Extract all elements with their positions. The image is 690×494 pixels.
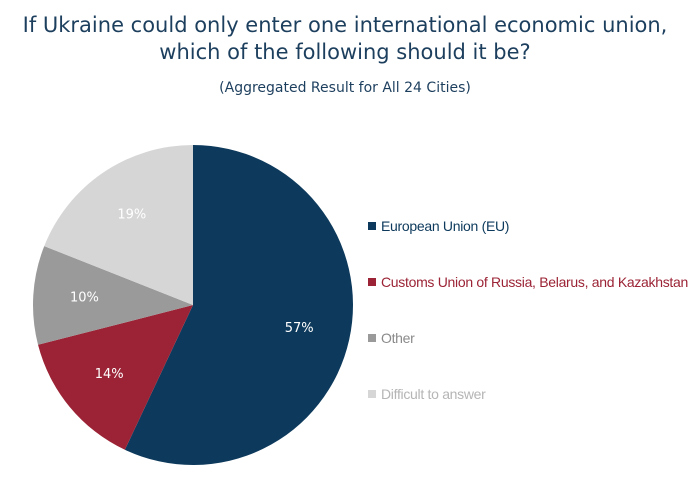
pie-slice-3	[44, 145, 193, 305]
slice-label-0: 57%	[285, 321, 314, 336]
legend-label-3: Difficult to answer	[381, 386, 486, 402]
chart-title-line-2: which of the following should it be?	[159, 40, 531, 64]
legend-label-2: Other	[381, 330, 415, 346]
slice-label-2: 10%	[70, 291, 99, 306]
slice-label-1: 14%	[95, 367, 124, 382]
pie-slice-1	[38, 305, 193, 450]
legend-label-0: European Union (EU)	[381, 218, 510, 234]
legend-item-1: Customs Union of Russia, Belarus, and Ka…	[368, 272, 690, 292]
chart-title-line-1: If Ukraine could only enter one internat…	[22, 13, 668, 37]
legend-swatch-2	[368, 334, 376, 342]
chart-subtitle: (Aggregated Result for All 24 Cities)	[219, 80, 471, 96]
legend-swatch-1	[368, 278, 376, 286]
legend-item-2: Other	[368, 328, 690, 348]
pie-slice-2	[32, 246, 194, 345]
legend-item-3: Difficult to answer	[368, 384, 690, 404]
slice-label-3: 19%	[117, 208, 146, 223]
legend-item-0: European Union (EU)	[368, 216, 690, 236]
legend-swatch-3	[368, 390, 376, 398]
legend-swatch-0	[368, 222, 376, 230]
chart-legend: European Union (EU) Customs Union of Russ…	[368, 216, 690, 440]
chart-title: If Ukraine could only enter one internat…	[0, 12, 690, 66]
legend-label-1: Customs Union of Russia, Belarus, and Ka…	[381, 274, 688, 290]
pie-slice-0	[124, 145, 354, 465]
